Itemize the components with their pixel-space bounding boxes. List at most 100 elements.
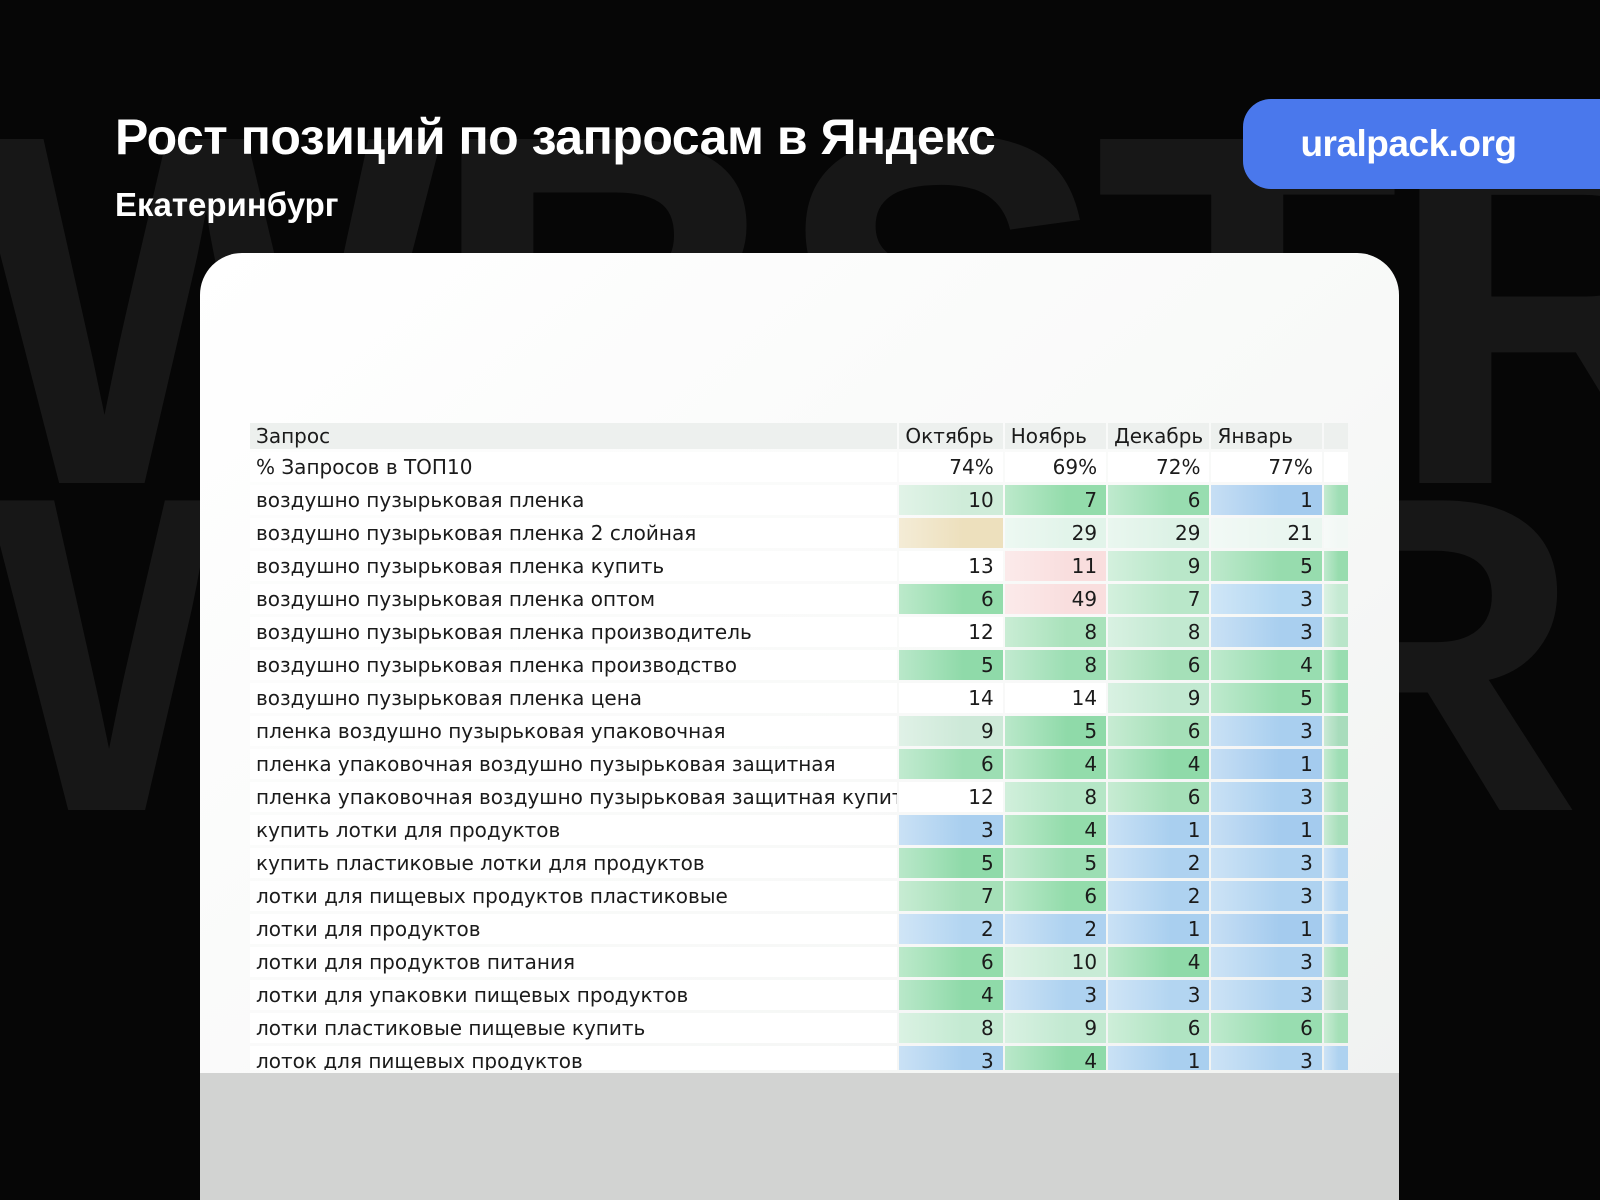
position-value-cell: 8: [1004, 650, 1107, 680]
position-value-cell: 69%: [1004, 452, 1107, 482]
cutoff-column-cell: [1323, 551, 1348, 581]
cutoff-column-cell: [1323, 716, 1348, 746]
position-value-cell: 6: [1108, 1013, 1210, 1043]
position-value-cell: 5: [1211, 551, 1322, 581]
site-badge-label: uralpack.org: [1300, 123, 1517, 164]
position-value-cell: 3: [1211, 980, 1322, 1010]
table-row: лоток для пищевых продуктов 3 4 1 3: [250, 1046, 1348, 1070]
query-cell: % Запросов в ТОП10: [250, 452, 898, 482]
table-row: пленка упаковочная воздушно пузырьковая …: [250, 782, 1348, 812]
position-value-cell: 14: [899, 683, 1003, 713]
cutoff-column-cell: [1323, 518, 1348, 548]
position-value-cell: 3: [899, 1046, 1003, 1070]
position-value-cell: 4: [1108, 947, 1210, 977]
position-value-cell: 2: [1108, 881, 1210, 911]
site-badge[interactable]: uralpack.org: [1243, 99, 1600, 189]
query-cell: воздушно пузырьковая пленка цена: [250, 683, 898, 713]
position-value-cell: 3: [1004, 980, 1107, 1010]
position-value-cell: 5: [1211, 683, 1322, 713]
position-value-cell: 6: [899, 947, 1003, 977]
position-value-cell: 3: [1108, 980, 1210, 1010]
cutoff-column-cell: [1323, 914, 1348, 944]
table-row: воздушно пузырьковая пленка цена 14 14 9 5: [250, 683, 1348, 713]
position-value-cell: 4: [1004, 1046, 1107, 1070]
position-value-cell: 72%: [1108, 452, 1210, 482]
position-value-cell: 4: [899, 980, 1003, 1010]
position-value-cell: 4: [1004, 815, 1107, 845]
query-cell: лотки для продуктов питания: [250, 947, 898, 977]
query-cell: купить лотки для продуктов: [250, 815, 898, 845]
position-value-cell: 3: [1211, 782, 1322, 812]
position-value-cell: 13: [899, 551, 1003, 581]
table-row: воздушно пузырьковая пленка 2 слойная 29 2…: [250, 518, 1348, 548]
table-row: пленка воздушно пузырьковая упаковочная 9…: [250, 716, 1348, 746]
cutoff-column-cell: [1323, 782, 1348, 812]
query-cell: воздушно пузырьковая пленка оптом: [250, 584, 898, 614]
position-value-cell: 21: [1211, 518, 1322, 548]
position-value-cell: 1: [1108, 914, 1210, 944]
position-value-cell: 4: [1211, 650, 1322, 680]
cutoff-column-cell: [1323, 848, 1348, 878]
position-value-cell: 29: [1108, 518, 1210, 548]
position-value-cell: 8: [1004, 782, 1107, 812]
query-cell: лотки пластиковые пищевые купить: [250, 1013, 898, 1043]
position-value-cell: 6: [1211, 1013, 1322, 1043]
table-row: % Запросов в ТОП10 74% 69% 72% 77%: [250, 452, 1348, 482]
position-value-cell: 7: [1108, 584, 1210, 614]
table-body: % Запросов в ТОП10 74% 69% 72% 77% воздушно п…: [250, 452, 1348, 1070]
position-value-cell: 3: [1211, 881, 1322, 911]
position-value-cell: 8: [1108, 617, 1210, 647]
position-value-cell: 5: [899, 650, 1003, 680]
table-row: воздушно пузырьковая пленка производител…: [250, 617, 1348, 647]
position-value-cell: 2: [1004, 914, 1107, 944]
position-value-cell: 6: [1108, 782, 1210, 812]
table-row: купить лотки для продуктов 3 4 1 1: [250, 815, 1348, 845]
cutoff-column-cell: [1323, 683, 1348, 713]
position-value-cell: 6: [1108, 650, 1210, 680]
position-value-cell: 4: [1004, 749, 1107, 779]
spacer-column-header: [1323, 423, 1348, 449]
position-value-cell: 12: [899, 782, 1003, 812]
position-value-cell: 5: [1004, 716, 1107, 746]
table-row: лотки для пищевых продуктов пластиковые 7…: [250, 881, 1348, 911]
position-value-cell: 6: [1108, 485, 1210, 515]
cutoff-column-cell: [1323, 980, 1348, 1010]
position-value-cell: 10: [1004, 947, 1107, 977]
position-value-cell: 9: [899, 716, 1003, 746]
position-value-cell: 11: [1004, 551, 1107, 581]
table-row: пленка упаковочная воздушно пузырьковая …: [250, 749, 1348, 779]
table-row: лотки для продуктов 2 2 1 1: [250, 914, 1348, 944]
position-value-cell: 49: [1004, 584, 1107, 614]
query-cell: лотки для упаковки пищевых продуктов: [250, 980, 898, 1010]
query-cell: воздушно пузырьковая пленка: [250, 485, 898, 515]
page-subtitle: Екатеринбург: [115, 186, 339, 223]
table-header-row: Запрос Октябрь Ноябрь Декабрь Январь: [250, 423, 1348, 449]
position-value-cell: 9: [1004, 1013, 1107, 1043]
position-value-cell: 3: [1211, 716, 1322, 746]
query-cell: лоток для пищевых продуктов: [250, 1046, 898, 1070]
query-column-header: Запрос: [250, 423, 898, 449]
query-cell: лотки для пищевых продуктов пластиковые: [250, 881, 898, 911]
table-card: Запрос Октябрь Ноябрь Декабрь Январь % Запр…: [200, 253, 1399, 1200]
table-row: лотки пластиковые пищевые купить 8 9 6 6: [250, 1013, 1348, 1043]
position-value-cell: 77%: [1211, 452, 1322, 482]
query-cell: пленка воздушно пузырьковая упаковочная: [250, 716, 898, 746]
position-value-cell: 1: [1211, 914, 1322, 944]
position-value-cell: 5: [1004, 848, 1107, 878]
position-value-cell: 2: [899, 914, 1003, 944]
position-value-cell: 5: [899, 848, 1003, 878]
cutoff-column-cell: [1323, 1046, 1348, 1070]
position-value-cell: 3: [1211, 584, 1322, 614]
month-column-header: Декабрь: [1108, 423, 1210, 449]
query-cell: пленка упаковочная воздушно пузырьковая …: [250, 782, 898, 812]
position-value-cell: 1: [1211, 485, 1322, 515]
position-value-cell: 3: [1211, 617, 1322, 647]
query-cell: пленка упаковочная воздушно пузырьковая …: [250, 749, 898, 779]
position-value-cell: 2: [1108, 848, 1210, 878]
position-value-cell: 1: [1211, 749, 1322, 779]
month-column-header: Ноябрь: [1004, 423, 1107, 449]
position-value-cell: 3: [1211, 1046, 1322, 1070]
position-value-cell: 14: [1004, 683, 1107, 713]
card-bottom-area: [200, 1073, 1399, 1200]
